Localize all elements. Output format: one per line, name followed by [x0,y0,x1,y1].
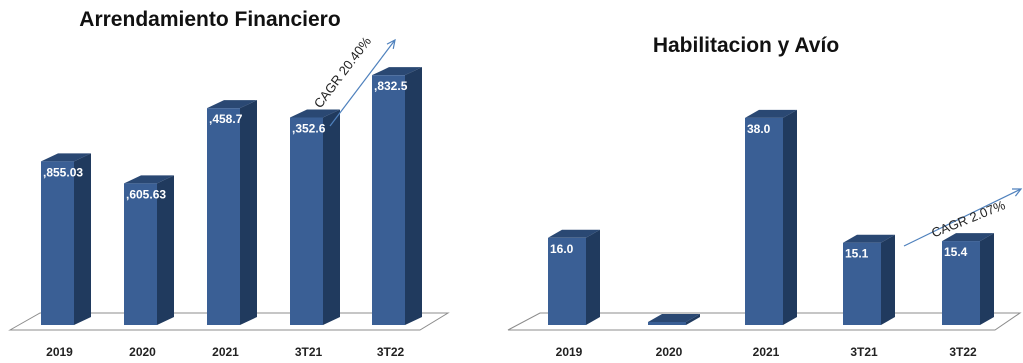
chart-title-habilitacion: Habilitacion y Avío [653,34,839,57]
bar-arrendamiento-3t21 [290,110,340,325]
x-tick-arrendamiento-2021: 2021 [212,345,239,359]
bar-front [124,183,157,325]
bar-side [240,100,257,325]
x-tick-arrendamiento-2020: 2020 [129,345,156,359]
data-label-habilitacion-2021: 38.0 [747,122,771,136]
x-tick-arrendamiento-3t21: 3T21 [295,345,323,359]
chart-arrendamiento-financiero: Arrendamiento Financiero ,855.03 2019 ,605.… [0,0,470,363]
bar-front [41,161,74,325]
bar-front [745,118,783,325]
x-tick-habilitacion-3t22: 3T22 [949,345,977,359]
bar-side [783,110,797,325]
bar-arrendamiento-3t22 [372,67,422,325]
cagr-label-arrendamiento: CAGR 20.40% [311,33,375,110]
data-label-arrendamiento-2021: ,458.7 [209,112,243,126]
data-label-habilitacion-2019: 16.0 [550,242,574,256]
x-tick-habilitacion-2021: 2021 [753,345,780,359]
bar-side [323,110,340,325]
bar-front [372,75,405,325]
bar-side [881,235,895,325]
bar-arrendamiento-2021 [207,100,257,325]
chart-habilitacion-avio: Habilitacion y Avío 16.0 2019 2020 38.0 2021 1… [500,0,1023,363]
data-label-habilitacion-3t22: 15.4 [944,245,968,259]
data-label-arrendamiento-2019: ,855.03 [43,165,83,179]
chart-habilitacion-svg: Habilitacion y Avío 16.0 2019 2020 38.0 2021 1… [500,0,1023,363]
chart-arrendamiento-svg: Arrendamiento Financiero ,855.03 2019 ,605.… [0,0,470,363]
bar-front [207,108,240,325]
x-tick-arrendamiento-2019: 2019 [46,345,73,359]
data-label-arrendamiento-3t22: ,832.5 [374,79,408,93]
bar-habilitacion-2021 [745,110,797,325]
data-label-arrendamiento-2020: ,605.63 [126,187,166,201]
bar-front [648,322,686,325]
x-tick-habilitacion-2020: 2020 [656,345,683,359]
data-label-arrendamiento-3t21: ,352.6 [292,122,326,136]
x-tick-arrendamiento-3t22: 3T22 [377,345,405,359]
data-label-habilitacion-3t21: 15.1 [845,247,869,261]
x-tick-habilitacion-2019: 2019 [556,345,583,359]
bar-side [980,233,994,325]
chart-title-arrendamiento: Arrendamiento Financiero [79,8,340,31]
bar-side [586,230,600,325]
bar-front [290,118,323,325]
x-tick-habilitacion-3t21: 3T21 [850,345,878,359]
bar-side [405,67,422,325]
